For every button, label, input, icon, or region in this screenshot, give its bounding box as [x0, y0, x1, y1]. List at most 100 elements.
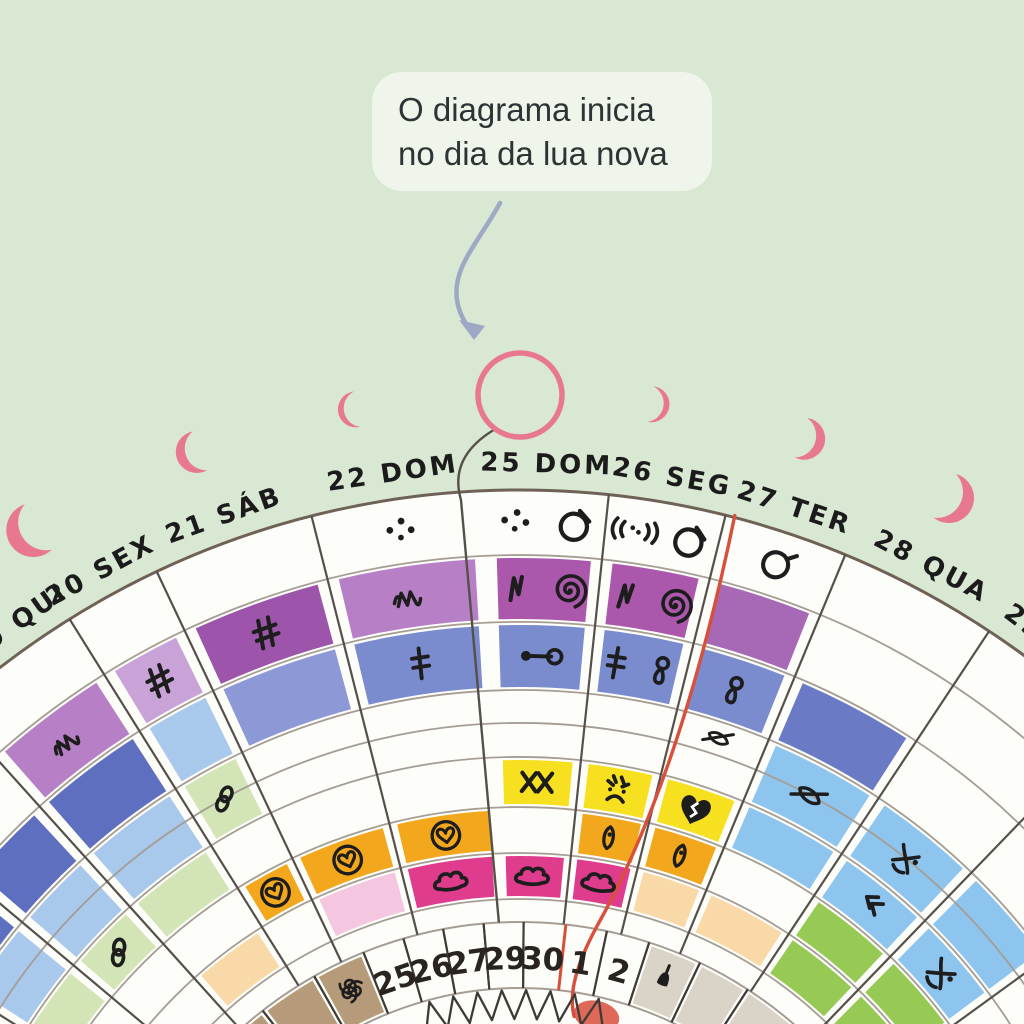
- heart_circle-icon: [332, 844, 364, 876]
- ring-arc: [0, 722, 1024, 1010]
- lightning-icon: [616, 583, 635, 609]
- ring-arc: [244, 920, 796, 1024]
- cell-26-B: [605, 563, 699, 638]
- dots-icon: [386, 517, 415, 541]
- loop8-icon: [652, 656, 671, 685]
- cell-20-C: [149, 697, 233, 782]
- inner-divider: [627, 942, 651, 1006]
- inner-zigzag: [425, 988, 604, 1024]
- new-moon-icon: [475, 350, 565, 440]
- inner-cell: [729, 993, 790, 1024]
- dumbbell-icon: [521, 647, 564, 666]
- cell-22-F: [397, 810, 492, 864]
- ring-arc: [89, 806, 951, 1024]
- crescent-moon-icon: [772, 413, 826, 460]
- cell-27-B: [704, 583, 810, 671]
- inner-divider: [313, 975, 343, 1024]
- dots-icon: [501, 509, 530, 532]
- cell-30-F: [865, 963, 945, 1024]
- sigma_circle-icon: [761, 550, 799, 580]
- inner-divider: [402, 938, 423, 1003]
- inner-divider: [442, 928, 457, 995]
- day-label: 25 DOM: [480, 447, 614, 481]
- cell-21-F: [300, 828, 394, 895]
- inner-divider: [261, 1009, 275, 1024]
- sector-divider: [562, 494, 610, 925]
- broken_heart-icon: [681, 795, 711, 825]
- cell-26-F: [578, 813, 641, 863]
- circle_tick-icon: [673, 525, 707, 558]
- cloud-icon: [513, 866, 550, 887]
- bubble-line-2: no dia da lua nova: [398, 134, 668, 172]
- crescent-moon-icon: [625, 384, 670, 423]
- inner-divider: [482, 923, 491, 990]
- crossed_eye-icon: [701, 731, 735, 746]
- cell-29-G: [770, 940, 852, 1017]
- cell-22-G: [407, 856, 495, 909]
- lightning-icon: [508, 574, 524, 603]
- red-thread-line: [570, 513, 737, 1019]
- neq-icon: [605, 646, 627, 680]
- inner-day-number: 30: [520, 940, 565, 978]
- cell-27-F: [645, 827, 716, 885]
- inner-cell: [251, 1015, 269, 1024]
- heart_circle-icon: [260, 877, 291, 908]
- crescent-moon-icon: [337, 389, 382, 428]
- inner-cell: [318, 956, 385, 1024]
- ring-arc: [0, 554, 1024, 754]
- inner-day-number: 27: [444, 942, 492, 984]
- angry-icon: [605, 774, 631, 804]
- sector-divider: [68, 618, 300, 987]
- ll-icon: [864, 894, 886, 917]
- cell-18-C: [0, 815, 77, 914]
- crescent-moon-icon: [6, 494, 75, 557]
- ring-arc: [29, 756, 1011, 1024]
- crescent-moon-icon: [911, 465, 974, 523]
- inner-day-number: 29: [483, 940, 528, 978]
- sector-divider: [0, 760, 237, 1024]
- inner-divider: [723, 988, 749, 1024]
- inner-divider: [362, 952, 390, 1014]
- cell-21-G: [319, 872, 406, 936]
- sector-divider: [155, 571, 343, 963]
- cell-27-G: [633, 872, 699, 928]
- loop8-icon: [724, 675, 744, 705]
- cell-28-G: [695, 895, 782, 967]
- zigzag-icon: [392, 590, 423, 609]
- spiral-icon: [555, 574, 588, 609]
- ring-arc: [0, 689, 1024, 952]
- cycle-wrap-divider: [457, 426, 501, 923]
- spiral-icon: [661, 588, 693, 624]
- inner-cell: [675, 967, 743, 1024]
- eye-icon: [602, 825, 615, 851]
- sector-divider: [0, 1013, 17, 1024]
- soundwave-icon: [610, 516, 660, 546]
- sector-divider: [0, 902, 146, 1024]
- inner-cell: [267, 980, 338, 1024]
- ring-arc: [211, 898, 829, 1024]
- cell-30-G: [833, 996, 887, 1024]
- cell-20-B: [114, 637, 203, 724]
- zigzag-icon: [53, 734, 81, 757]
- xx-icon: [519, 770, 555, 795]
- cloud-icon: [580, 872, 616, 894]
- ring-arc: [148, 852, 892, 1024]
- cell-25-B: [496, 557, 591, 622]
- sector-divider: [678, 554, 847, 955]
- cell-20-F: [245, 864, 305, 921]
- chain-icon: [215, 785, 234, 813]
- inner-divider: [522, 921, 525, 989]
- arrow-down-icon: [454, 200, 503, 340]
- cell-21-C: [223, 649, 351, 746]
- heart_circle-icon: [430, 820, 462, 851]
- eye-icon: [672, 843, 687, 868]
- fish_eye-icon: [890, 842, 921, 875]
- cell-30-D: [932, 880, 1024, 989]
- crescent-moon-icon: [175, 426, 229, 473]
- speech-bubble: O diagrama inicia no dia da lua nova: [372, 72, 712, 192]
- sector-divider: [823, 816, 1024, 1024]
- bell-icon: [656, 964, 671, 987]
- crossed_eye-icon: [789, 786, 830, 806]
- cell-29-F: [796, 902, 883, 983]
